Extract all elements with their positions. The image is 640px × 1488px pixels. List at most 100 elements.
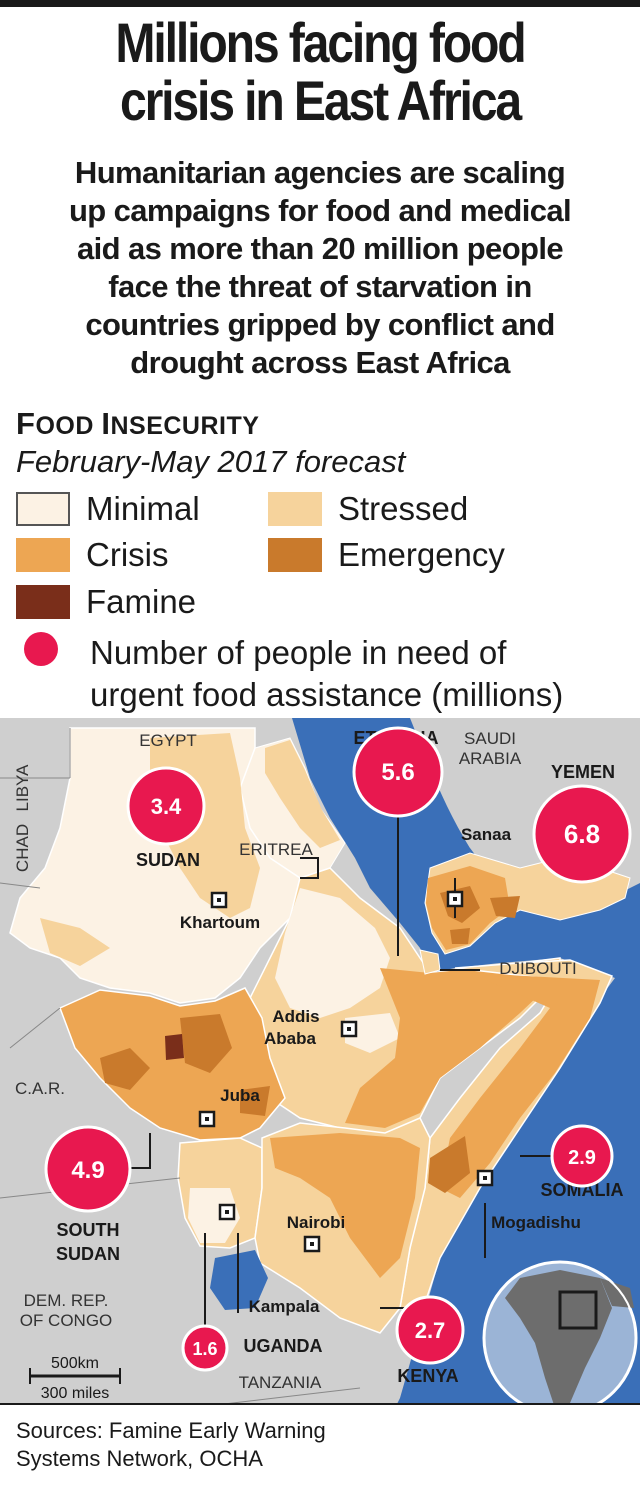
label-egypt: EGYPT: [139, 731, 197, 750]
somalia-emergency: [428, 1136, 470, 1193]
sources-text: Sources: Famine Early Warning Systems Ne…: [16, 1417, 326, 1473]
label-uganda: UGANDA: [244, 1336, 323, 1356]
bubble-value-somalia: 2.9: [568, 1147, 596, 1169]
label-eritrea: ERITREA: [239, 840, 313, 859]
globe-locator: [482, 1260, 638, 1416]
subheadline-line: countries gripped by conflict and: [85, 307, 555, 342]
sudan-stressed: [40, 733, 260, 966]
map: LIBYA EGYPT CHAD C.A.R. DEM. REP. OF CON…: [0, 718, 640, 1488]
label-addis-2: Ababa: [264, 1029, 317, 1048]
headline-line-2: crisis in East Africa: [119, 69, 522, 132]
legend-people-line: Number of people in need of: [90, 634, 507, 671]
legend-emergency: Emergency: [268, 536, 505, 574]
scale-bar: 500km 300 miles: [29, 1355, 121, 1402]
sources-line: Sources: Famine Early Warning: [16, 1418, 326, 1443]
legend-swatch-stressed: [268, 492, 322, 526]
bubble-uganda: [181, 1324, 229, 1372]
label-yemen: YEMEN: [551, 762, 615, 782]
legend-stressed: Stressed: [268, 490, 468, 528]
subheadline-line: aid as more than 20 million people: [76, 231, 564, 266]
label-south-sudan-2: SUDAN: [56, 1244, 120, 1264]
leader-lines: [130, 816, 560, 1440]
subheadline-line: face the threat of starvation in: [108, 269, 532, 304]
label-somalia: SOMALIA: [541, 1180, 624, 1200]
subheadline-line: drought across East Africa: [130, 345, 510, 380]
label-mogadishu: Mogadishu: [491, 1213, 581, 1232]
south-sudan-emergency: [100, 1014, 270, 1116]
bubble-value-sudan: 3.4: [151, 794, 182, 819]
top-rule: [0, 0, 640, 7]
uganda-minimal: [188, 1188, 240, 1243]
label-kenya: KENYA: [397, 1366, 458, 1386]
label-car: C.A.R.: [15, 1079, 65, 1098]
south-sudan-region: [59, 987, 286, 1141]
ethiopia-minimal: [275, 888, 400, 1053]
legend-swatch-crisis: [16, 538, 70, 572]
legend-minimal: Minimal: [16, 490, 200, 528]
label-sudan: SUDAN: [136, 850, 200, 870]
label-juba: Juba: [220, 1086, 260, 1105]
legend-people-dot: [16, 632, 94, 666]
label-libya: LIBYA: [13, 764, 32, 812]
country-borders: [0, 728, 361, 1409]
south-sudan-famine: [165, 1034, 184, 1060]
scale-miles: 300 miles: [41, 1385, 109, 1402]
section-heading: FOOD INSECURITY: [16, 406, 259, 442]
legend-label: Emergency: [338, 536, 505, 573]
section-heading-initial: I: [101, 406, 111, 441]
bubble-somalia: [550, 1124, 614, 1188]
label-tanzania: TANZANIA: [239, 1373, 322, 1392]
bubbles: [44, 726, 632, 1372]
bubble-yemen: [532, 784, 632, 884]
bubble-south-sudan: [44, 1125, 132, 1213]
headline-line-1: Millions facing food: [115, 11, 526, 74]
legend-swatch-minimal: [16, 492, 70, 526]
legend-bubble-icon: [24, 632, 58, 666]
sources-footer: Sources: Famine Early Warning Systems Ne…: [0, 1403, 640, 1488]
bubble-sudan: [126, 766, 206, 846]
legend-swatch-emergency: [268, 538, 322, 572]
bubble-value-uganda: 1.6: [192, 1339, 217, 1359]
label-nairobi: Nairobi: [287, 1213, 346, 1232]
city-marker-dots: [205, 897, 487, 1246]
kenya-crisis: [270, 1133, 420, 1278]
legend-label: Stressed: [338, 490, 469, 527]
section-heading-rest: NSECURITY: [110, 412, 260, 440]
label-khartoum: Khartoum: [180, 913, 260, 932]
label-south-sudan-1: SOUTH: [57, 1220, 120, 1240]
label-djibouti: DJIBOUTI: [499, 959, 576, 978]
subheadline-line: Humanitarian agencies are scaling: [74, 155, 566, 190]
bubble-value-south-sudan: 4.9: [71, 1157, 104, 1184]
scale-km: 500km: [51, 1355, 99, 1372]
subheadline-line: up campaigns for food and medical: [68, 193, 572, 228]
headline: Millions facing food crisis in East Afri…: [45, 14, 595, 130]
label-saudi-1: SAUDI: [464, 729, 516, 748]
bubble-value-yemen: 6.8: [564, 819, 600, 849]
legend-people-line: urgent food assistance (millions): [90, 676, 564, 713]
forecast-period: February-May 2017 forecast: [16, 444, 406, 479]
section-heading-initial: F: [16, 406, 36, 441]
legend-people-label: Number of people in need of urgent food …: [90, 632, 563, 716]
label-kampala: Kampala: [249, 1297, 320, 1316]
label-sanaa: Sanaa: [461, 825, 512, 844]
label-drc-1: DEM. REP.: [24, 1291, 109, 1310]
somalia-crisis: [440, 973, 600, 1198]
bubble-value-ethiopia: 5.6: [381, 759, 414, 786]
ethiopia-crisis: [345, 968, 555, 1128]
bubble-kenya: [395, 1295, 465, 1365]
label-drc-2: OF CONGO: [20, 1311, 113, 1330]
label-chad: CHAD: [13, 824, 32, 872]
legend-label: Crisis: [86, 536, 169, 573]
legend-label: Famine: [86, 583, 197, 620]
legend-crisis: Crisis: [16, 536, 168, 574]
label-addis-1: Addis: [272, 1007, 319, 1026]
bubble-ethiopia: [352, 726, 444, 818]
label-saudi-2: ARABIA: [459, 749, 522, 768]
eritrea-stressed: [265, 740, 340, 848]
legend-label: Minimal: [86, 490, 200, 527]
subheadline: Humanitarian agencies are scaling up cam…: [0, 154, 640, 382]
section-heading-rest: OOD: [35, 412, 102, 440]
legend-swatch-famine: [16, 585, 70, 619]
sources-line: Systems Network, OCHA: [16, 1446, 263, 1471]
legend-famine: Famine: [16, 583, 196, 621]
